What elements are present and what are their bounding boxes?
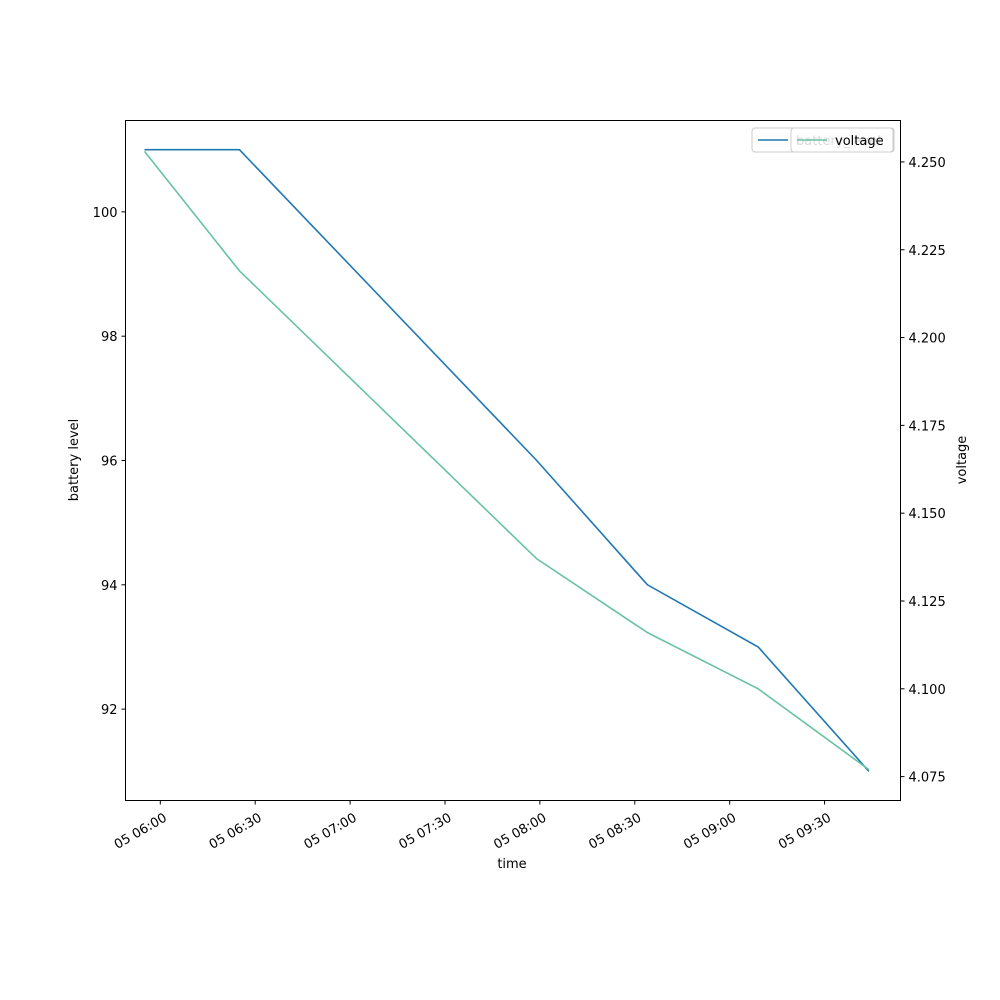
x-tick-label: 05 06:30 — [207, 811, 265, 853]
x-tick-label: 05 09:00 — [681, 811, 739, 853]
series-line-battery-level — [144, 148, 870, 772]
legend-voltage: voltage — [790, 127, 894, 153]
y2-axis-label: voltage — [955, 436, 970, 485]
y-tick-label: 96 — [101, 455, 118, 470]
y-tick-label: 92 — [101, 703, 118, 718]
y-tick-label: 100 — [93, 206, 118, 221]
x-tick-label: 05 08:00 — [491, 811, 549, 853]
y2-tick-label: 4.250 — [909, 156, 946, 171]
legend-label: voltage — [835, 134, 884, 149]
y2-tick-label: 4.125 — [909, 595, 946, 610]
plot-frame — [125, 120, 901, 801]
y2-tick-label: 4.100 — [909, 683, 946, 698]
legend-box — [790, 127, 894, 153]
x-axis-label: time — [497, 857, 526, 872]
y2-axis-ticks: 4.075 4.100 4.125 4.150 4.175 4.200 4.225 4.250 — [900, 156, 946, 786]
y2-tick-label: 4.225 — [909, 244, 946, 259]
y-axis-ticks: 92 94 96 98 100 — [93, 206, 126, 718]
x-tick-label: 05 08:30 — [586, 811, 644, 853]
x-tick-label: 05 07:30 — [397, 811, 455, 853]
y-tick-label: 94 — [101, 579, 118, 594]
x-tick-label: 05 06:00 — [112, 811, 170, 853]
y2-tick-label: 4.150 — [909, 507, 946, 522]
x-axis-ticks: 05 06:00 05 06:30 05 07:00 05 07:30 05 08:00… — [112, 800, 834, 853]
x-tick-label: 05 09:30 — [776, 811, 834, 853]
y2-tick-label: 4.075 — [909, 771, 946, 786]
y2-tick-label: 4.200 — [909, 332, 946, 347]
series-layer — [143, 148, 870, 772]
y2-tick-label: 4.175 — [909, 419, 946, 434]
y-tick-label: 98 — [101, 330, 118, 345]
series-line-voltage — [143, 150, 870, 771]
x-tick-label: 05 07:00 — [302, 811, 360, 853]
y-axis-label: battery level — [67, 419, 82, 502]
